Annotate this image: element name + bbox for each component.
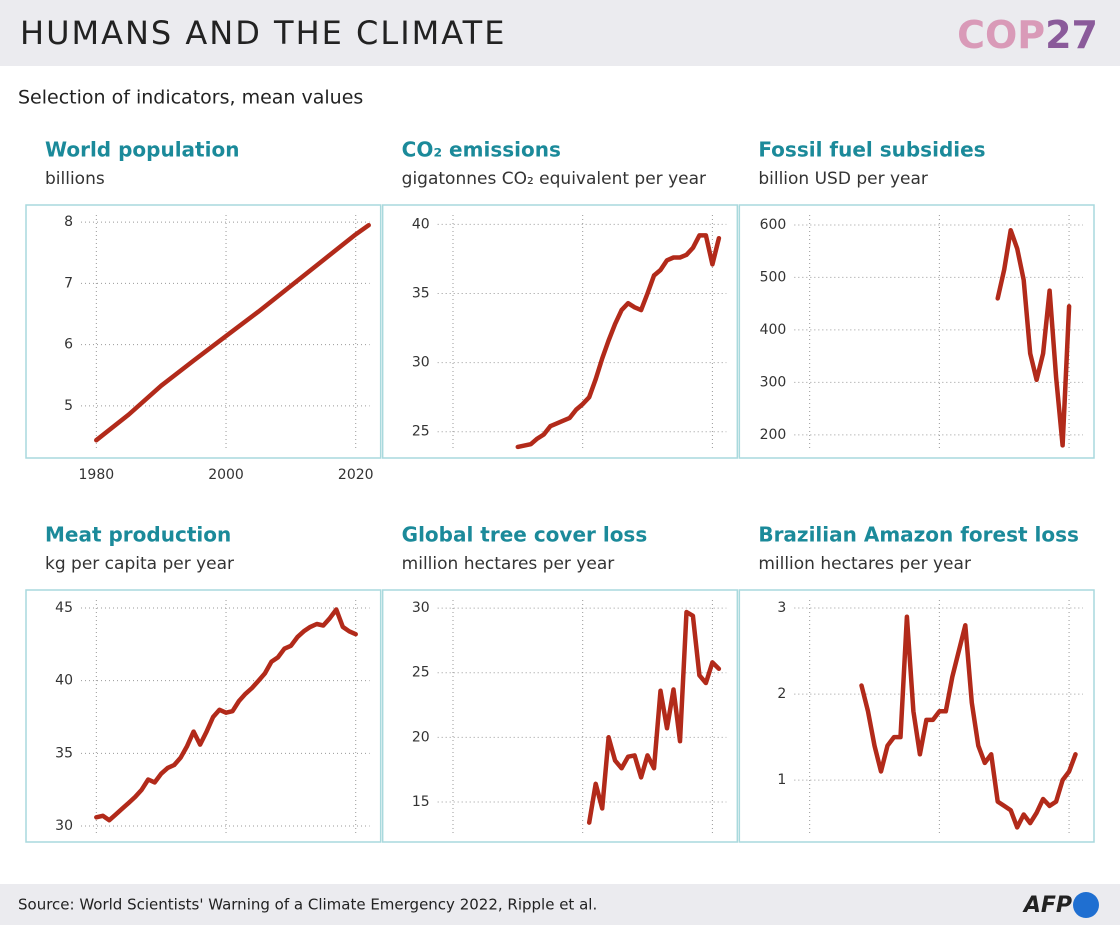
logo: COP27 (957, 13, 1098, 57)
page-title: HUMANS AND THE CLIMATE (20, 14, 506, 52)
y-tick-label: 35 (412, 285, 430, 301)
y-tick-label: 600 (760, 217, 787, 233)
source: Source: World Scientists' Warning of a C… (18, 896, 597, 914)
afp-logo: AFP (1022, 893, 1072, 918)
y-tick-label: 45 (55, 600, 73, 616)
chart-panel (738, 589, 1095, 843)
y-tick-label: 40 (55, 673, 73, 689)
data-line (859, 614, 1078, 830)
y-tick-label: 35 (55, 745, 73, 761)
data-line (586, 609, 722, 825)
chart-unit: gigatonnes CO₂ equivalent per year (402, 169, 706, 189)
y-tick-label: 25 (412, 665, 430, 681)
data-line (515, 233, 722, 450)
y-tick-label: 7 (64, 275, 73, 291)
y-tick-label: 1 (777, 772, 786, 788)
x-tick-label: 1980 (79, 467, 115, 483)
y-tick-label: 30 (55, 818, 73, 834)
chart-panel (381, 589, 739, 843)
y-tick-label: 300 (760, 374, 787, 390)
footer-band (0, 884, 1120, 925)
subtitle: Selection of indicators, mean values (18, 87, 363, 109)
y-tick-label: 8 (64, 214, 73, 230)
chart-panel (25, 204, 382, 459)
chart-unit: million hectares per year (402, 554, 615, 574)
y-tick-label: 25 (412, 424, 430, 440)
chart-panel (738, 204, 1095, 459)
chart-title: CO₂ emissions (402, 138, 561, 162)
logo-number: 27 (1045, 13, 1098, 57)
y-tick-label: 500 (760, 269, 787, 285)
y-tick-label: 2 (777, 686, 786, 702)
y-tick-label: 6 (64, 337, 73, 353)
chart-unit: million hectares per year (758, 554, 971, 574)
chart-unit: billions (45, 169, 105, 189)
chart-title: Global tree cover loss (402, 523, 648, 547)
x-tick-label: 2020 (338, 467, 374, 483)
data-line (995, 227, 1072, 448)
y-tick-label: 30 (412, 355, 430, 371)
logo-text: COP (957, 13, 1045, 57)
y-tick-label: 400 (760, 322, 787, 338)
y-tick-label: 30 (412, 600, 430, 616)
y-tick-label: 3 (777, 600, 786, 616)
chart-title: Brazilian Amazon forest loss (758, 523, 1079, 547)
y-tick-label: 20 (412, 729, 430, 745)
y-tick-label: 15 (412, 794, 430, 810)
y-tick-label: 5 (64, 398, 73, 414)
chart-title: Meat production (45, 523, 231, 547)
header-band (0, 0, 1120, 66)
afp-dot (1073, 892, 1099, 918)
y-tick-label: 40 (412, 216, 430, 232)
chart-panel (381, 204, 739, 459)
y-tick-label: 200 (760, 427, 787, 443)
chart-title: World population (45, 138, 239, 162)
chart-unit: kg per capita per year (45, 554, 234, 574)
data-line (94, 607, 358, 823)
data-line (94, 222, 371, 443)
chart-title: Fossil fuel subsidies (758, 138, 985, 162)
x-tick-label: 2000 (208, 467, 244, 483)
chart-unit: billion USD per year (758, 169, 928, 189)
chart-panel (25, 589, 382, 843)
